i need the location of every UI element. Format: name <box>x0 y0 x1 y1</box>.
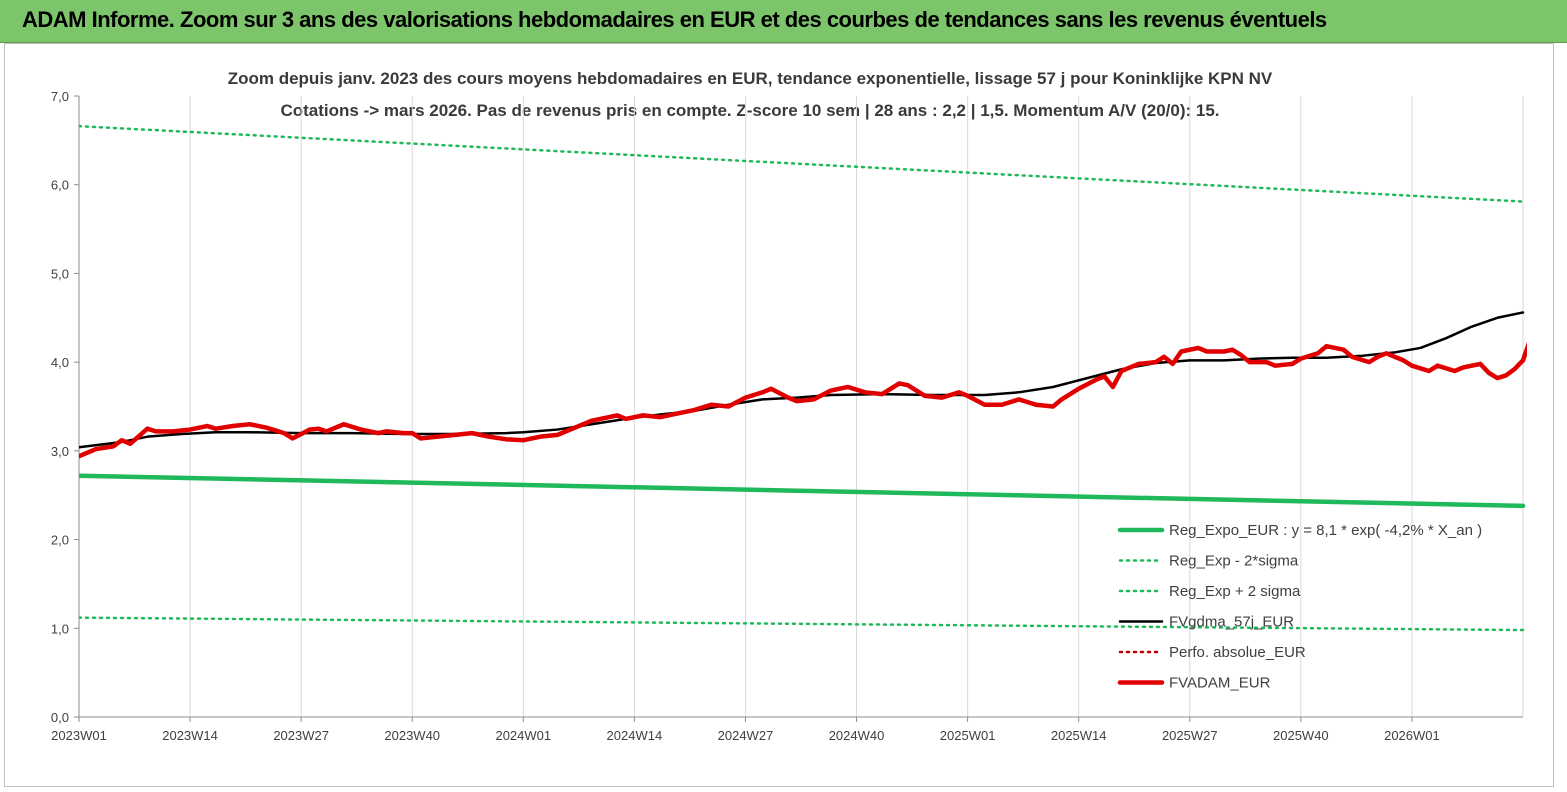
legend: Reg_Expo_EUR : y = 8,1 * exp( -4,2% * X_… <box>1117 522 1482 692</box>
x-tick-label: 2024W14 <box>607 728 663 743</box>
grid-lines <box>78 96 1524 717</box>
x-tick-label: 2023W01 <box>51 728 107 743</box>
series-line-2 <box>79 124 1525 203</box>
y-tick-label: 6,0 <box>51 178 69 193</box>
plot-series <box>79 124 1527 632</box>
legend-label-1: Reg_Exp - 2*sigma <box>1169 553 1299 570</box>
y-tick-label: 4,0 <box>51 355 69 370</box>
report-banner: ADAM Informe. Zoom sur 3 ans des valoris… <box>0 0 1567 43</box>
x-tick-label: 2025W14 <box>1051 728 1107 743</box>
x-tick-label: 2023W40 <box>384 728 440 743</box>
y-axis-ticks: 0,0 1,0 2,0 3,0 4,0 5,0 6,0 7,0 <box>51 89 79 725</box>
legend-label-2: Reg_Exp + 2 sigma <box>1169 583 1301 600</box>
series-line-0 <box>79 473 1526 509</box>
x-tick-label: 2024W01 <box>495 728 551 743</box>
y-tick-label: 5,0 <box>51 266 69 281</box>
y-tick-label: 7,0 <box>51 89 69 104</box>
series-line-5 <box>79 341 1527 459</box>
chart-title: Zoom depuis janv. 2023 des cours moyens … <box>228 69 1273 88</box>
series-line-1 <box>79 616 1525 632</box>
y-tick-label: 3,0 <box>51 444 69 459</box>
report-title: ADAM Informe. Zoom sur 3 ans des valoris… <box>22 7 1327 32</box>
legend-label-4: Perfo. absolue_EUR <box>1169 644 1306 661</box>
series-line-3 <box>79 311 1525 449</box>
x-tick-label: 2023W14 <box>162 728 218 743</box>
chart-area: Zoom depuis janv. 2023 des cours moyens … <box>4 43 1554 787</box>
legend-label-5: FVADAM_EUR <box>1169 675 1271 692</box>
legend-label-3: FVgdma_57j_EUR <box>1169 614 1294 631</box>
y-tick-label: 2,0 <box>51 533 69 548</box>
x-tick-label: 2024W27 <box>718 728 774 743</box>
x-tick-label: 2025W27 <box>1162 728 1218 743</box>
y-tick-label: 1,0 <box>51 621 69 636</box>
axes <box>78 96 1523 718</box>
x-tick-label: 2025W01 <box>940 728 996 743</box>
x-tick-label: 2025W40 <box>1273 728 1329 743</box>
line-chart: Zoom depuis janv. 2023 des cours moyens … <box>51 69 1527 743</box>
x-axis-ticks: 2023W01 2023W14 2023W27 2023W40 2024W01 2024W… <box>51 717 1440 743</box>
legend-label-0: Reg_Expo_EUR : y = 8,1 * exp( -4,2% * X_… <box>1169 522 1482 539</box>
y-tick-label: 0,0 <box>51 710 69 725</box>
chart-subtitle: Cotations -> mars 2026. Pas de revenus p… <box>280 101 1219 120</box>
x-tick-label: 2024W40 <box>829 728 885 743</box>
x-tick-label: 2023W27 <box>273 728 329 743</box>
x-tick-label: 2026W01 <box>1384 728 1440 743</box>
